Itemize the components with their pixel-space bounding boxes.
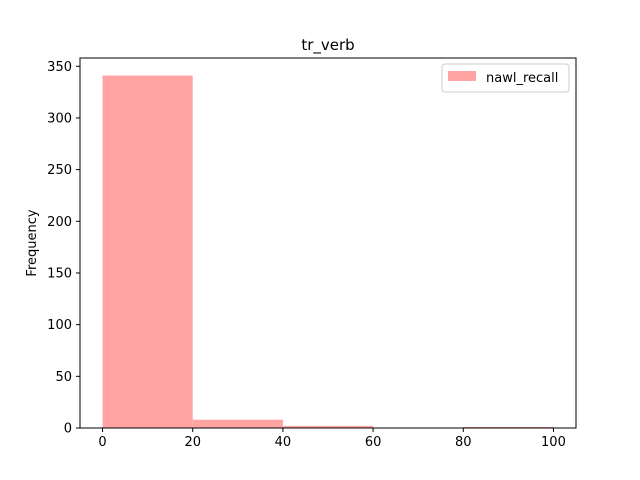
legend-swatch: [448, 71, 476, 81]
y-tick-label: 350: [47, 60, 72, 75]
legend-label: nawl_recall: [486, 71, 558, 86]
x-tick-label: 0: [98, 435, 106, 450]
y-tick-label: 300: [47, 111, 72, 126]
x-axis: 0 20 40 60 80 100: [98, 428, 566, 450]
y-tick-label: 150: [47, 266, 72, 281]
y-tick-label: 250: [47, 163, 72, 178]
x-tick-label: 20: [184, 435, 201, 450]
histogram-bar-2: [282, 425, 374, 428]
chart-title: tr_verb: [301, 36, 354, 55]
x-tick-label: 100: [541, 435, 566, 450]
plot-frame: [79, 57, 577, 429]
x-tick-label: 60: [365, 435, 382, 450]
y-tick-label: 0: [64, 422, 72, 437]
histogram-bar-1: [192, 419, 283, 428]
y-axis-title: Frequency: [25, 209, 40, 276]
x-tick-label: 40: [275, 435, 292, 450]
y-tick-label: 200: [47, 215, 72, 230]
y-tick-label: 50: [55, 370, 72, 385]
legend: nawl_recall: [441, 63, 570, 93]
y-tick-label: 100: [47, 318, 72, 333]
histogram-bar-4: [463, 426, 554, 428]
bar-series: [102, 75, 554, 428]
y-axis: 0 50 100 150 200 250 300 350: [47, 60, 80, 437]
histogram-bar-0: [102, 75, 193, 428]
x-tick-label: 80: [455, 435, 472, 450]
